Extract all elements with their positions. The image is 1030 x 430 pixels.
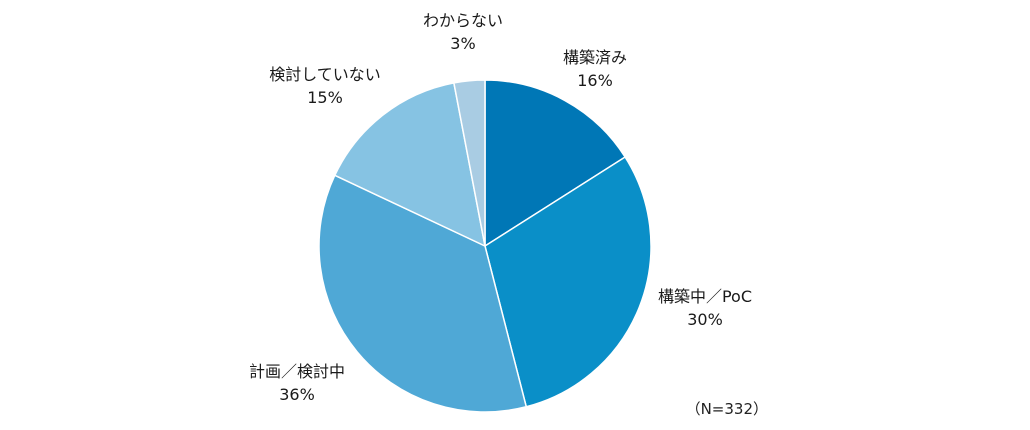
slice-label-2: 構築中／PoC — [658, 287, 752, 306]
slice-label-1: 構築済み — [563, 48, 627, 67]
pie-slices — [318, 79, 652, 413]
pie-slice-5 — [453, 79, 486, 247]
slice-value-label-5: 3% — [450, 34, 475, 53]
slice-value-label-2: 30% — [687, 310, 723, 329]
slice-label-4: 検討していない — [269, 65, 381, 84]
slice-value-label-4: 15% — [307, 88, 343, 107]
pie-slice-4 — [333, 82, 487, 248]
slice-value-label-3: 36% — [279, 385, 315, 404]
sample-size-note: （N=332） — [685, 400, 768, 418]
slice-label-5: わからない — [423, 11, 503, 30]
pie-labels: 構築済み 16% 構築中／PoC 30% 計画／検討中 36% 検討していない 15% わからな… — [249, 11, 752, 404]
slice-label-3: 計画／検討中 — [249, 362, 345, 381]
pie-slice-3 — [318, 174, 528, 413]
pie-slice-1 — [484, 79, 627, 248]
slice-value-label-1: 16% — [577, 71, 613, 90]
pie-slice-2 — [484, 156, 652, 408]
